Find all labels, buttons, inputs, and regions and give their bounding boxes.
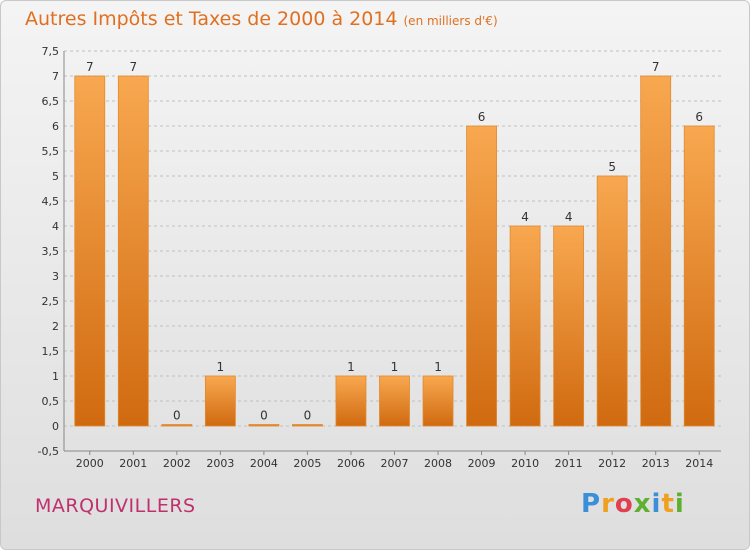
y-tick-label: 1,5 [42, 345, 60, 358]
bar [553, 225, 585, 427]
x-tick-label: 2006 [337, 457, 365, 470]
chart-title-text: Autres Impôts et Taxes de 2000 à 2014 [25, 8, 398, 30]
x-tick-label: 2009 [468, 457, 496, 470]
logo-letter: i [674, 489, 685, 519]
logo-letter: t [661, 489, 675, 519]
x-tick-label: 2001 [119, 457, 147, 470]
bar [509, 225, 541, 427]
axes: -0,5 0 0,5 1 1,5 2 2,5 3 3,5 4 4,5 5 5,5 6 6,5 7 7,5 2000… [38, 45, 721, 470]
bar [74, 75, 106, 427]
bar [204, 375, 236, 427]
bar [422, 375, 454, 427]
y-tick-label: 4,5 [42, 195, 60, 208]
data-label: 6 [695, 110, 703, 124]
y-tick-label: 3,5 [42, 245, 60, 258]
data-label: 0 [260, 409, 268, 423]
x-tick-label: 2011 [555, 457, 583, 470]
data-label: 1 [217, 360, 225, 374]
data-label: 7 [129, 60, 137, 74]
city-name: MARQUIVILLERS [35, 495, 196, 517]
y-tick-label: 1 [52, 370, 59, 383]
y-tick-label: 2,5 [42, 295, 60, 308]
bar [117, 75, 149, 427]
data-label: 1 [347, 360, 355, 374]
x-tick-label: 2008 [424, 457, 452, 470]
data-label: 0 [304, 409, 312, 423]
y-tick-label: 6 [52, 120, 59, 133]
logo-letter: o [614, 489, 634, 519]
logo-letter: P [581, 489, 602, 519]
x-tick-label: 2012 [598, 457, 626, 470]
y-tick-label: 2 [52, 320, 59, 333]
bar [248, 424, 280, 427]
bar [683, 125, 715, 427]
x-tick-label: 2000 [76, 457, 104, 470]
data-label: 4 [521, 210, 529, 224]
bar [161, 424, 193, 427]
logo-letter: r [601, 489, 615, 519]
y-tick-label: 5 [52, 170, 59, 183]
y-tick-label: 5,5 [42, 145, 60, 158]
x-tick-label: 2007 [381, 457, 409, 470]
y-tick-label: -0,5 [38, 445, 59, 458]
bar [596, 175, 628, 427]
y-tick-label: 0,5 [42, 395, 60, 408]
chart-unit: (en milliers d'€) [403, 14, 498, 28]
data-labels: 7 7 0 1 0 0 1 1 1 6 4 4 5 7 6 [86, 60, 703, 423]
y-tick-label: 4 [52, 220, 59, 233]
x-tick-label: 2010 [511, 457, 539, 470]
y-tick-label: 3 [52, 270, 59, 283]
proxiti-logo[interactable]: Proxiti [581, 489, 685, 519]
x-tick-label: 2013 [642, 457, 670, 470]
bar [466, 125, 497, 427]
data-label: 5 [608, 160, 616, 174]
data-label: 1 [391, 360, 399, 374]
data-label: 0 [173, 409, 181, 423]
bars [74, 75, 715, 427]
data-label: 6 [478, 110, 486, 124]
bar [335, 375, 367, 427]
data-label: 4 [565, 210, 573, 224]
data-label: 1 [434, 360, 442, 374]
data-label: 7 [652, 60, 660, 74]
x-tick-label: 2002 [163, 457, 191, 470]
chart-title: Autres Impôts et Taxes de 2000 à 2014 (en… [25, 8, 498, 30]
logo-letter: i [651, 489, 662, 519]
data-label: 7 [86, 60, 94, 74]
x-tick-label: 2014 [685, 457, 713, 470]
logo-letter: x [633, 489, 652, 519]
bar [379, 375, 410, 427]
y-tick-label: 7,5 [42, 45, 60, 58]
y-tick-label: 7 [52, 70, 59, 83]
bar [640, 75, 672, 427]
bar [292, 424, 323, 427]
x-tick-label: 2005 [293, 457, 321, 470]
x-tick-label: 2003 [206, 457, 234, 470]
x-tick-label: 2004 [250, 457, 278, 470]
y-tick-label: 0 [52, 420, 59, 433]
y-tick-label: 6,5 [42, 95, 60, 108]
